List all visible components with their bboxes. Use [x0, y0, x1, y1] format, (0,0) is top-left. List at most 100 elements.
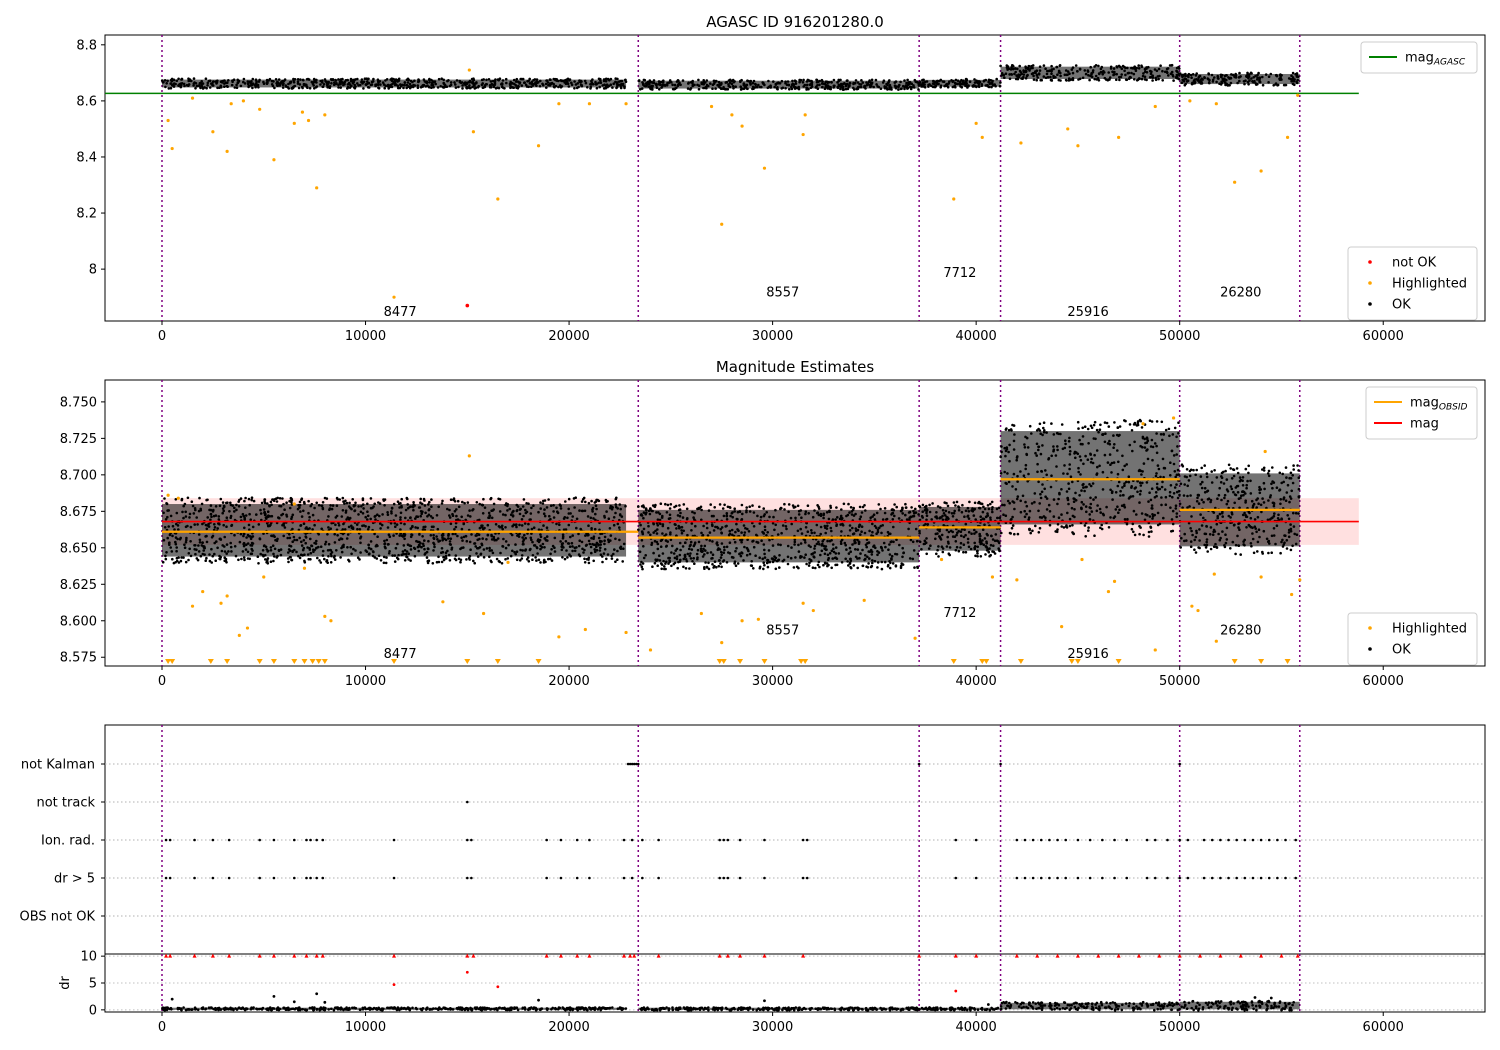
- ok-point: [300, 497, 304, 501]
- y-tick-label: 8: [89, 263, 97, 278]
- ok-point: [1071, 78, 1075, 82]
- ok-point: [288, 533, 291, 536]
- ok-point: [472, 559, 475, 563]
- ok-point: [967, 517, 971, 520]
- ok-point: [248, 528, 251, 531]
- ok-point: [263, 553, 267, 557]
- ok-point: [282, 502, 285, 506]
- ok-point: [863, 531, 867, 535]
- ok-point: [917, 88, 920, 91]
- ok-point: [210, 561, 213, 564]
- ok-point: [647, 531, 650, 534]
- ok-point: [864, 554, 867, 557]
- ok-point: [531, 554, 535, 557]
- ok-point: [758, 85, 762, 89]
- ok-point: [330, 521, 334, 525]
- ok-point: [1144, 441, 1147, 445]
- ok-point: [781, 524, 785, 527]
- ok-point: [601, 560, 604, 564]
- ok-point: [1084, 485, 1087, 489]
- ok-point: [507, 543, 510, 547]
- ok-point: [866, 541, 869, 545]
- ok-point: [279, 81, 283, 84]
- ok-point: [471, 80, 475, 83]
- ok-point: [270, 503, 273, 507]
- ok-point: [496, 78, 500, 81]
- ok-point: [474, 545, 478, 548]
- ok-point: [307, 499, 310, 503]
- ok-point: [222, 523, 225, 527]
- ok-point: [736, 562, 740, 565]
- ok-point: [834, 552, 838, 555]
- y-tick-label: 8.4: [76, 150, 97, 165]
- ok-point: [208, 553, 211, 556]
- ok-point: [1091, 482, 1095, 485]
- ok-point: [521, 540, 525, 543]
- ok-point: [846, 513, 850, 517]
- ok-point: [251, 535, 255, 538]
- ok-point: [945, 528, 949, 532]
- ok-point: [760, 539, 763, 542]
- ok-point: [999, 81, 1002, 84]
- ok-point: [921, 82, 925, 85]
- ok-point: [416, 86, 420, 89]
- ok-point: [171, 557, 174, 561]
- ok-point: [392, 534, 395, 537]
- ok-point: [170, 550, 174, 553]
- ok-point: [1026, 446, 1030, 449]
- ok-point: [496, 86, 499, 90]
- ok-point: [417, 543, 421, 547]
- ok-point: [1236, 81, 1239, 85]
- ok-point: [236, 81, 240, 85]
- ok-point: [169, 86, 173, 90]
- ok-point: [1149, 498, 1153, 502]
- ok-point: [1116, 505, 1119, 509]
- ok-point: [650, 86, 654, 90]
- ok-point: [777, 543, 780, 546]
- ok-point: [216, 527, 219, 530]
- ok-point: [618, 503, 622, 506]
- ok-point: [266, 510, 270, 513]
- ok-point: [379, 559, 383, 562]
- ok-point: [360, 78, 364, 81]
- ok-point: [297, 554, 300, 558]
- ok-point: [198, 496, 201, 500]
- ok-point: [208, 86, 212, 89]
- ok-point: [676, 514, 680, 517]
- ok-point: [178, 537, 182, 541]
- ok-point: [473, 561, 477, 565]
- ok-point: [1140, 77, 1144, 81]
- ok-point: [720, 526, 724, 529]
- ok-point: [922, 78, 925, 82]
- ok-point: [1068, 463, 1071, 466]
- ok-point: [1078, 438, 1081, 442]
- ok-point: [1176, 70, 1179, 73]
- ok-point: [279, 548, 283, 551]
- ok-point: [1011, 515, 1014, 519]
- ok-point: [338, 82, 342, 86]
- ok-point: [876, 566, 879, 569]
- ok-point: [1173, 470, 1177, 473]
- ok-point: [479, 552, 483, 556]
- ok-point: [338, 538, 341, 542]
- ok-point: [563, 557, 567, 561]
- ok-point: [423, 528, 427, 532]
- ok-point: [612, 82, 615, 85]
- ok-point: [599, 532, 602, 536]
- ok-point: [702, 524, 705, 528]
- ok-point: [249, 537, 253, 541]
- ok-point: [774, 83, 778, 86]
- ok-point: [347, 81, 351, 85]
- ok-point: [194, 508, 197, 512]
- ok-point: [1250, 77, 1253, 80]
- ok-point: [170, 79, 174, 83]
- ok-point: [584, 500, 587, 504]
- ok-point: [1059, 71, 1062, 75]
- ok-point: [329, 527, 333, 530]
- ok-point: [539, 533, 542, 536]
- ok-point: [792, 506, 796, 509]
- ok-point: [242, 556, 246, 559]
- ok-point: [278, 504, 281, 508]
- ok-point: [732, 87, 735, 90]
- ok-point: [222, 79, 225, 83]
